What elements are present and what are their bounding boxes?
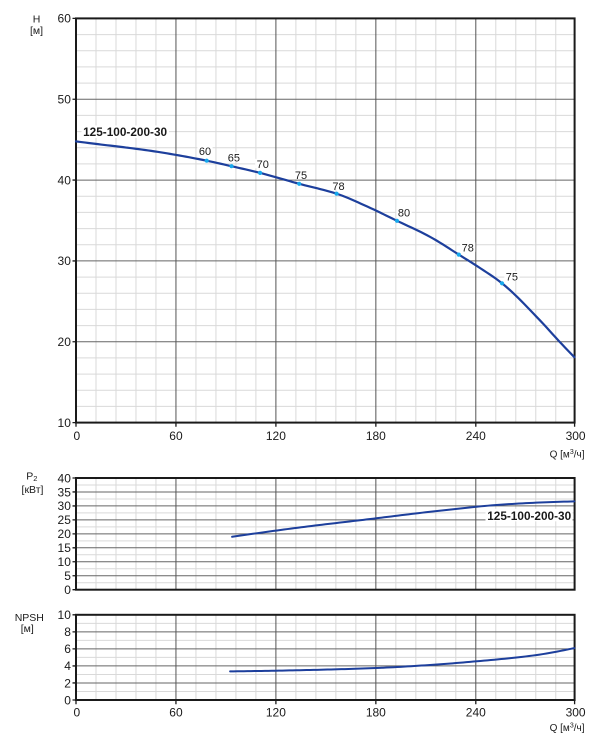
svg-text:120: 120: [266, 706, 286, 720]
svg-text:0: 0: [64, 583, 71, 597]
svg-text:60: 60: [58, 12, 72, 26]
svg-text:78: 78: [462, 243, 474, 255]
svg-text:35: 35: [58, 485, 72, 499]
svg-text:40: 40: [58, 173, 72, 187]
svg-text:20: 20: [58, 527, 72, 541]
svg-text:125-100-200-30: 125-100-200-30: [83, 125, 167, 139]
svg-text:30: 30: [58, 499, 72, 513]
svg-text:Q [м3/ч]: Q [м3/ч]: [550, 723, 585, 735]
svg-text:300: 300: [566, 706, 586, 720]
svg-text:10: 10: [58, 416, 72, 430]
svg-text:65: 65: [228, 153, 240, 165]
svg-text:78: 78: [332, 181, 344, 193]
svg-text:2: 2: [64, 676, 71, 690]
svg-text:10: 10: [58, 608, 72, 622]
svg-text:10: 10: [58, 555, 72, 569]
svg-text:0: 0: [64, 693, 71, 707]
svg-text:Q [м3/ч]: Q [м3/ч]: [550, 449, 585, 461]
svg-text:[м]: [м]: [21, 623, 34, 635]
svg-text:50: 50: [58, 93, 72, 107]
svg-text:60: 60: [199, 146, 211, 158]
svg-text:240: 240: [466, 706, 486, 720]
svg-text:300: 300: [566, 429, 586, 443]
svg-text:40: 40: [58, 471, 72, 485]
svg-text:120: 120: [266, 429, 286, 443]
svg-text:60: 60: [169, 429, 183, 443]
svg-text:P2: P2: [26, 471, 37, 483]
svg-text:240: 240: [466, 429, 486, 443]
svg-text:70: 70: [257, 159, 269, 171]
svg-text:8: 8: [64, 625, 71, 639]
svg-text:15: 15: [58, 541, 72, 555]
svg-text:25: 25: [58, 513, 72, 527]
svg-text:[кВт]: [кВт]: [22, 484, 44, 496]
svg-text:180: 180: [366, 429, 386, 443]
svg-text:4: 4: [64, 659, 71, 673]
svg-text:H: H: [33, 14, 41, 26]
svg-text:30: 30: [58, 254, 72, 268]
svg-text:5: 5: [64, 569, 71, 583]
svg-text:6: 6: [64, 642, 71, 656]
svg-text:0: 0: [73, 706, 80, 720]
svg-text:[м]: [м]: [30, 25, 43, 37]
svg-text:125-100-200-30: 125-100-200-30: [487, 509, 571, 523]
svg-text:NPSH: NPSH: [15, 612, 44, 624]
svg-text:75: 75: [506, 272, 518, 284]
svg-text:60: 60: [169, 706, 183, 720]
svg-text:75: 75: [295, 170, 307, 182]
svg-text:0: 0: [73, 429, 80, 443]
svg-text:80: 80: [398, 208, 410, 220]
svg-text:20: 20: [58, 335, 72, 349]
svg-text:180: 180: [366, 706, 386, 720]
